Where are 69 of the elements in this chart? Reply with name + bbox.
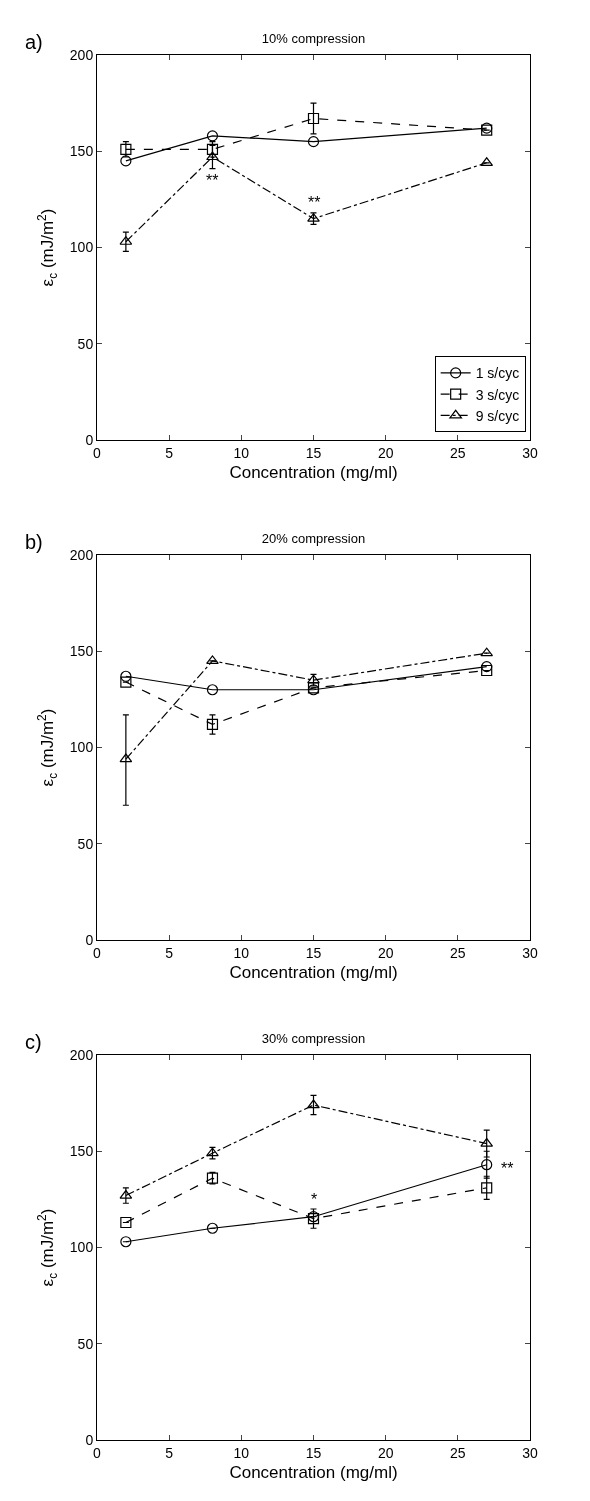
x-tick-label: 10	[233, 1444, 250, 1461]
point	[206, 130, 219, 142]
x-tick-label: 5	[165, 1444, 174, 1461]
y-tick-label: 200	[69, 46, 94, 63]
y-tick-label: 0	[85, 931, 94, 948]
y-tick-label: 100	[69, 1239, 94, 1256]
y-tick-label: 100	[69, 739, 94, 756]
x-tick-label: 5	[165, 944, 174, 961]
y-tick-label: 50	[77, 835, 94, 852]
x-tick-label: 10	[233, 944, 250, 961]
x-axis-title: Concentration (mg/ml)	[229, 1463, 398, 1483]
x-tick-label: 5	[165, 444, 174, 461]
y-tick-label: 200	[69, 546, 94, 563]
x-tick-label: 25	[450, 944, 466, 961]
point	[307, 112, 320, 125]
chart-title: 30% compression	[261, 1031, 366, 1046]
point	[481, 661, 493, 673]
annotation: **	[501, 1160, 514, 1177]
point	[480, 1137, 494, 1147]
y-tick-label: 200	[69, 1046, 94, 1063]
point	[481, 1159, 493, 1171]
y-tick-label: 150	[69, 643, 94, 660]
point	[206, 718, 219, 730]
x-tick-label: 30	[522, 1444, 538, 1461]
text: c)	[25, 1031, 42, 1053]
x-tick-label: 30	[522, 944, 538, 961]
x-tick-label: 30	[522, 444, 538, 461]
point	[120, 155, 132, 167]
y-tick-label: 50	[77, 335, 94, 352]
y-tick-label: 150	[69, 143, 94, 160]
x-tick-label: 25	[450, 444, 466, 461]
text: a)	[25, 31, 43, 53]
legend-label: 3 s/cyc	[475, 386, 520, 403]
y-tick-label: 0	[85, 431, 94, 448]
point	[307, 136, 320, 148]
text: b)	[25, 531, 43, 553]
chart-title: 20% compression	[261, 531, 366, 546]
annotation: **	[308, 194, 321, 211]
y-tick-label: 0	[85, 1431, 94, 1448]
point	[481, 664, 493, 677]
x-tick-label: 15	[305, 1444, 322, 1461]
point	[120, 670, 132, 682]
annotation: *	[311, 1191, 318, 1208]
y-tick-label: 50	[77, 1335, 94, 1352]
x-tick-label: 15	[305, 944, 322, 961]
x-tick-label: 20	[377, 444, 394, 461]
point	[481, 1182, 493, 1194]
point	[206, 151, 219, 161]
y-tick-label: 150	[69, 1143, 94, 1160]
x-axis-title: Concentration (mg/ml)	[229, 463, 398, 483]
point	[307, 1099, 320, 1109]
legend-label: 1 s/cyc	[475, 365, 520, 382]
point	[119, 1189, 133, 1199]
annotation: **	[206, 172, 219, 189]
x-axis-title: Concentration (mg/ml)	[229, 963, 398, 983]
point	[120, 676, 132, 688]
legend-label: 9 s/cyc	[475, 407, 520, 424]
point	[206, 684, 219, 696]
x-tick-label: 15	[305, 444, 322, 461]
chart-title: 10% compression	[261, 31, 366, 46]
point	[120, 1216, 132, 1229]
y-tick-label: 100	[69, 239, 94, 256]
point	[206, 1222, 219, 1234]
x-tick-label: 20	[377, 944, 394, 961]
point	[480, 647, 494, 657]
x-tick-label: 20	[377, 1444, 394, 1461]
x-tick-label: 10	[233, 444, 250, 461]
point	[119, 753, 133, 763]
x-tick-label: 25	[450, 1444, 466, 1461]
